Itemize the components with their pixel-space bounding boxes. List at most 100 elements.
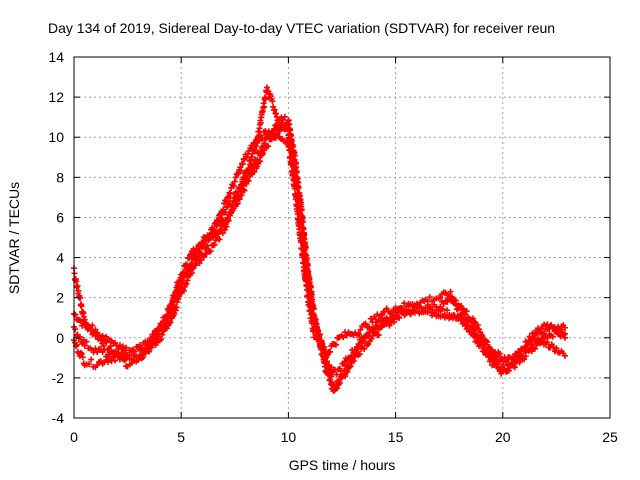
data-point [73, 341, 80, 348]
data-point [308, 298, 315, 305]
data-point [328, 373, 335, 380]
data-point [484, 350, 491, 357]
data-point [561, 334, 568, 341]
data-point [112, 357, 119, 364]
data-point [383, 305, 390, 312]
y-tick-label: 6 [56, 209, 64, 225]
data-point [412, 305, 419, 312]
data-point [261, 140, 268, 147]
data-point [496, 350, 503, 357]
data-point [180, 287, 187, 294]
data-point [472, 330, 479, 337]
data-point [505, 367, 512, 374]
data-point [396, 314, 403, 321]
data-point [299, 224, 306, 231]
data-point [263, 131, 270, 138]
data-point [223, 223, 230, 230]
data-point [280, 116, 287, 123]
data-point [281, 113, 288, 120]
data-point [553, 345, 560, 352]
data-point [157, 336, 164, 343]
data-point [498, 370, 505, 377]
data-point [327, 348, 334, 355]
series-day-4 [71, 84, 568, 391]
data-point [87, 327, 94, 334]
data-point [348, 355, 355, 362]
data-point [78, 350, 85, 357]
y-tick-label: -4 [52, 410, 65, 426]
data-point [340, 372, 347, 379]
data-point [100, 342, 107, 349]
x-tick-label: 10 [281, 429, 297, 445]
data-point [531, 345, 538, 352]
data-point [380, 319, 387, 326]
x-tick-label: 20 [495, 429, 511, 445]
data-point [76, 333, 83, 340]
data-point [345, 362, 352, 369]
data-point [375, 331, 382, 338]
data-point [75, 287, 82, 294]
data-point [211, 228, 218, 235]
data-point [251, 168, 258, 175]
data-point [262, 95, 269, 102]
grid [74, 57, 610, 418]
data-point [301, 245, 308, 252]
data-point [271, 125, 278, 132]
data-point [116, 342, 123, 349]
data-point [424, 309, 431, 316]
data-point [257, 119, 264, 126]
data-point [362, 320, 369, 327]
data-point [221, 226, 228, 233]
data-point [544, 321, 551, 328]
data-point [231, 178, 238, 185]
data-point [212, 227, 219, 234]
data-point [101, 346, 108, 353]
data-point [470, 315, 477, 322]
chart-title: Day 134 of 2019, Sidereal Day-to-day VTE… [48, 20, 555, 36]
data-point [219, 230, 226, 237]
data-point [200, 242, 207, 249]
data-point [550, 344, 557, 351]
data-point [88, 356, 95, 363]
data-point [374, 311, 381, 318]
data-point [316, 331, 323, 338]
data-point [257, 149, 264, 156]
data-point [261, 103, 268, 110]
data-point [541, 330, 548, 337]
data-point [81, 342, 88, 349]
data-point [294, 183, 301, 190]
data-point [185, 255, 192, 262]
y-tick-label: 14 [48, 49, 64, 65]
data-point [416, 304, 423, 311]
data-point [492, 360, 499, 367]
data-point [274, 130, 281, 137]
y-axis-label: SDTVAR / TECUs [6, 182, 22, 294]
data-point [371, 330, 378, 337]
data-point [253, 142, 260, 149]
data-point [110, 353, 117, 360]
data-point [103, 333, 110, 340]
data-point [447, 288, 454, 295]
data-point [375, 325, 382, 332]
data-point [155, 330, 162, 337]
data-point [190, 264, 197, 271]
data-point [470, 327, 477, 334]
data-point [94, 349, 101, 356]
series-day-3 [71, 127, 568, 364]
data-point [488, 353, 495, 360]
data-point [283, 138, 290, 145]
data-point [386, 322, 393, 329]
data-point [269, 98, 276, 105]
data-point [296, 200, 303, 207]
data-point [480, 341, 487, 348]
data-point [378, 312, 385, 319]
axis-ticks: 0 5 10 15 20 25 -4 -2 0 2 4 6 8 10 12 14 [48, 49, 618, 445]
data-point [90, 330, 97, 337]
data-point [527, 340, 534, 347]
data-point [315, 327, 322, 334]
data-point [310, 312, 317, 319]
data-point [251, 162, 258, 169]
data-point [207, 248, 214, 255]
data-point [292, 168, 299, 175]
y-tick-label: 4 [56, 250, 64, 266]
